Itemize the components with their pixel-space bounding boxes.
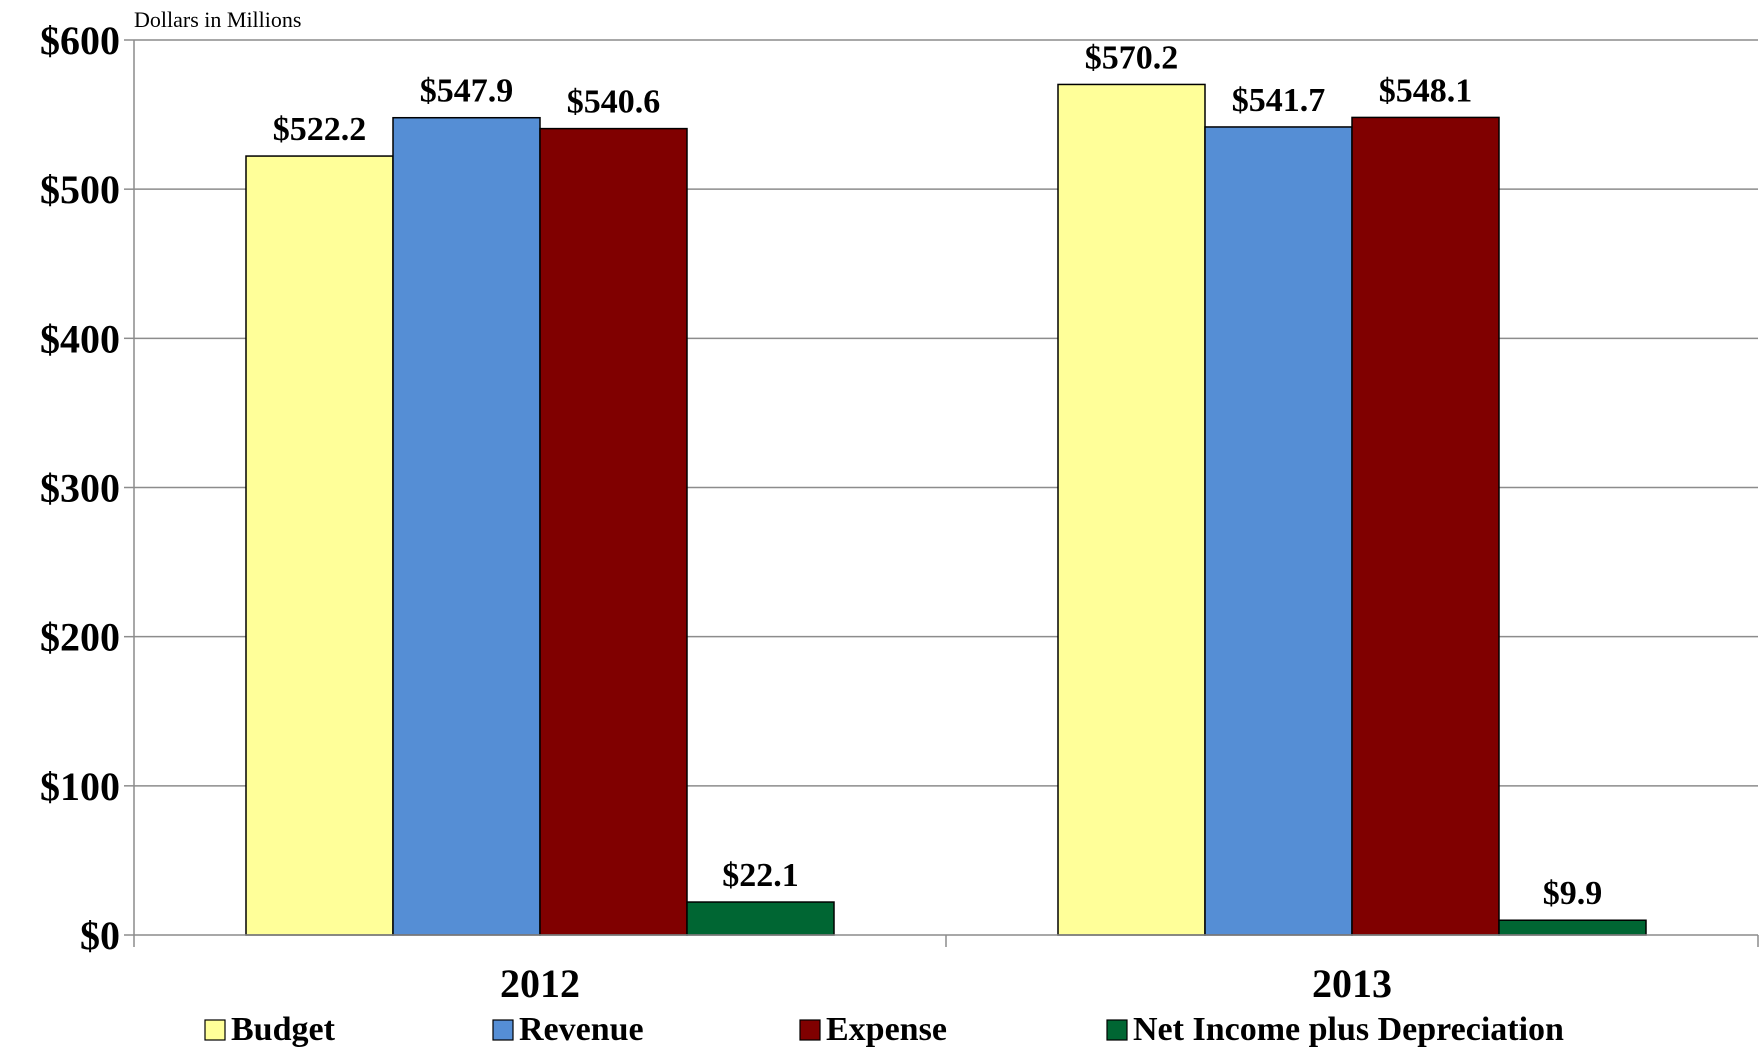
legend: Budget Revenue Expense Net Income plus Depr…: [204, 1011, 1564, 1048]
bar: [392, 116, 541, 936]
data-label: $22.1: [722, 857, 799, 894]
bar: [1351, 116, 1500, 936]
bar: [539, 127, 688, 936]
data-label: $540.6: [567, 84, 661, 121]
data-label: $548.1: [1379, 72, 1473, 109]
y-tick-label: $0: [80, 913, 120, 958]
legend-swatch: [1106, 1019, 1128, 1041]
bar: [1498, 919, 1647, 936]
legend-label: Expense: [826, 1011, 947, 1048]
bar: [1057, 83, 1206, 936]
y-tick-label: $400: [40, 316, 120, 361]
data-labels: $522.2 $547.9 $540.6 $22.1 $570.2 $541.7 $548.…: [273, 39, 1603, 912]
bar: [686, 901, 835, 936]
unit-label: Dollars in Millions: [134, 7, 301, 32]
data-label: $547.9: [420, 73, 514, 110]
legend-swatch: [799, 1019, 821, 1041]
legend-label: Net Income plus Depreciation: [1133, 1011, 1564, 1048]
data-label: $541.7: [1232, 82, 1326, 119]
bars: [245, 83, 1647, 936]
bar: [1204, 126, 1353, 936]
data-label: $570.2: [1085, 39, 1179, 76]
legend-label: Revenue: [519, 1011, 644, 1048]
x-tick-label: 2013: [1312, 961, 1392, 1006]
y-tick-label: $200: [40, 615, 120, 660]
legend-swatch: [204, 1019, 226, 1041]
axes: $0 $100 $200 $300 $400 $500 $600 2012 2013: [40, 18, 1759, 1006]
y-tick-label: $100: [40, 764, 120, 809]
y-tick-label: $600: [40, 18, 120, 63]
legend-label: Budget: [231, 1011, 336, 1048]
legend-swatch: [492, 1019, 514, 1041]
data-label: $9.9: [1543, 875, 1603, 912]
x-tick-label: 2012: [500, 961, 580, 1006]
data-label: $522.2: [273, 111, 367, 148]
y-tick-label: $500: [40, 167, 120, 212]
bar: [245, 155, 394, 936]
y-tick-label: $300: [40, 466, 120, 511]
